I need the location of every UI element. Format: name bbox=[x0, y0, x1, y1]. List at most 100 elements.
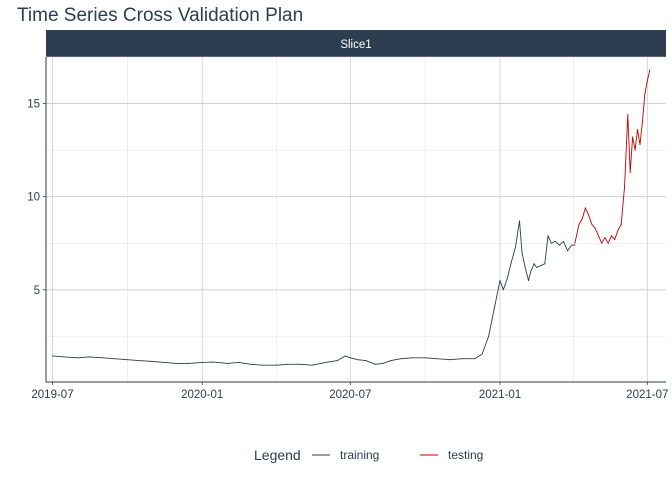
data-point-training bbox=[474, 358, 476, 360]
data-point-training bbox=[152, 361, 154, 362]
legend-title: Legend bbox=[254, 447, 301, 463]
data-point-training bbox=[424, 357, 426, 359]
data-point-training bbox=[213, 361, 215, 363]
data-point-training bbox=[390, 360, 392, 362]
data-point-testing bbox=[601, 242, 603, 244]
data-point-training bbox=[77, 357, 79, 359]
data-point-training bbox=[499, 280, 501, 281]
data-point-training bbox=[102, 357, 104, 359]
data-point-training bbox=[325, 361, 327, 363]
axes: 5 10 15 2019-07 2020-01 2020-07 2021-01 2021-07 bbox=[27, 57, 668, 401]
data-point-training bbox=[63, 356, 65, 358]
data-point-training bbox=[563, 240, 564, 242]
data-point-testing bbox=[607, 242, 609, 244]
facet-strip bbox=[46, 30, 666, 57]
data-point-training bbox=[530, 270, 532, 272]
data-point-testing bbox=[644, 93, 646, 95]
data-point-testing bbox=[649, 69, 651, 71]
data-point-training bbox=[126, 359, 128, 361]
data-point-training bbox=[336, 360, 338, 362]
data-point-training bbox=[493, 307, 495, 309]
data-point-training bbox=[554, 240, 556, 242]
data-point-testing bbox=[578, 224, 580, 226]
data-point-training bbox=[558, 244, 560, 246]
data-point-testing bbox=[637, 129, 638, 131]
data-point-training bbox=[528, 280, 529, 281]
data-point-training bbox=[113, 358, 115, 360]
data-point-training bbox=[540, 265, 542, 267]
legend-label-training: training bbox=[340, 448, 379, 462]
data-point-testing bbox=[604, 237, 606, 239]
data-point-training bbox=[275, 364, 277, 366]
data-point-training bbox=[344, 355, 346, 357]
data-point-training bbox=[375, 363, 376, 365]
data-point-training bbox=[226, 362, 228, 364]
data-point-training bbox=[436, 358, 438, 360]
data-point-training bbox=[300, 363, 302, 365]
data-point-testing bbox=[620, 224, 622, 226]
data-point-training bbox=[349, 357, 351, 359]
data-point-training bbox=[163, 361, 165, 363]
data-point-testing bbox=[574, 242, 576, 244]
data-point-testing bbox=[632, 136, 634, 138]
data-point-testing bbox=[581, 218, 583, 220]
data-point-testing bbox=[646, 80, 648, 82]
facet-strip-label: Slice1 bbox=[340, 39, 371, 51]
y-tick-label: 5 bbox=[34, 285, 40, 297]
data-point-training bbox=[524, 267, 526, 268]
data-point-training bbox=[449, 359, 451, 361]
data-point-testing bbox=[591, 224, 593, 226]
data-point-training bbox=[138, 360, 140, 362]
data-point-training bbox=[502, 289, 504, 291]
data-point-training bbox=[311, 364, 313, 366]
data-point-testing bbox=[598, 235, 599, 237]
x-tick-label: 2019-07 bbox=[31, 389, 73, 401]
data-point-training bbox=[533, 263, 535, 265]
data-point-testing bbox=[629, 172, 631, 173]
data-point-testing bbox=[639, 144, 641, 145]
legend-label-testing: testing bbox=[448, 448, 483, 462]
x-tick-label: 2021-01 bbox=[479, 389, 521, 401]
data-point-training bbox=[521, 252, 523, 254]
data-point-testing bbox=[624, 186, 625, 188]
data-point-training bbox=[52, 355, 53, 357]
data-point-training bbox=[481, 353, 483, 355]
data-point-training bbox=[550, 242, 552, 244]
data-point-testing bbox=[611, 235, 612, 237]
data-point-training bbox=[287, 363, 289, 365]
data-point-training bbox=[176, 362, 178, 364]
chart-title: Time Series Cross Validation Plan bbox=[17, 5, 304, 26]
data-point-training bbox=[365, 360, 367, 362]
data-point-testing bbox=[588, 214, 590, 216]
data-point-training bbox=[461, 358, 463, 360]
series-line-training bbox=[52, 220, 575, 366]
data-point-training bbox=[400, 358, 402, 360]
data-point-training bbox=[510, 261, 512, 263]
x-tick-label: 2021-07 bbox=[626, 389, 668, 401]
data-point-testing bbox=[627, 114, 629, 116]
data-point-training bbox=[547, 235, 549, 237]
data-point-testing bbox=[594, 227, 596, 229]
data-point-training bbox=[250, 363, 252, 365]
data-point-training bbox=[357, 359, 359, 361]
data-point-training bbox=[567, 250, 568, 252]
data-point-training bbox=[261, 364, 263, 366]
data-point-training bbox=[519, 220, 520, 222]
data-point-training bbox=[382, 362, 384, 364]
data-point-testing bbox=[614, 239, 616, 240]
y-tick-label: 15 bbox=[27, 99, 40, 111]
data-point-training bbox=[574, 244, 576, 246]
data-point-testing bbox=[641, 121, 643, 123]
data-point-training bbox=[488, 335, 490, 337]
data-point-training bbox=[544, 263, 546, 265]
data-point-testing bbox=[634, 149, 636, 151]
x-tick-label: 2020-07 bbox=[329, 389, 371, 401]
data-point-training bbox=[515, 246, 516, 248]
data-point-testing bbox=[584, 207, 586, 209]
x-tick-label: 2020-01 bbox=[181, 389, 223, 401]
y-tick-label: 10 bbox=[27, 192, 40, 204]
data-point-training bbox=[411, 357, 413, 359]
data-point-training bbox=[571, 244, 573, 246]
data-point-training bbox=[201, 361, 203, 363]
